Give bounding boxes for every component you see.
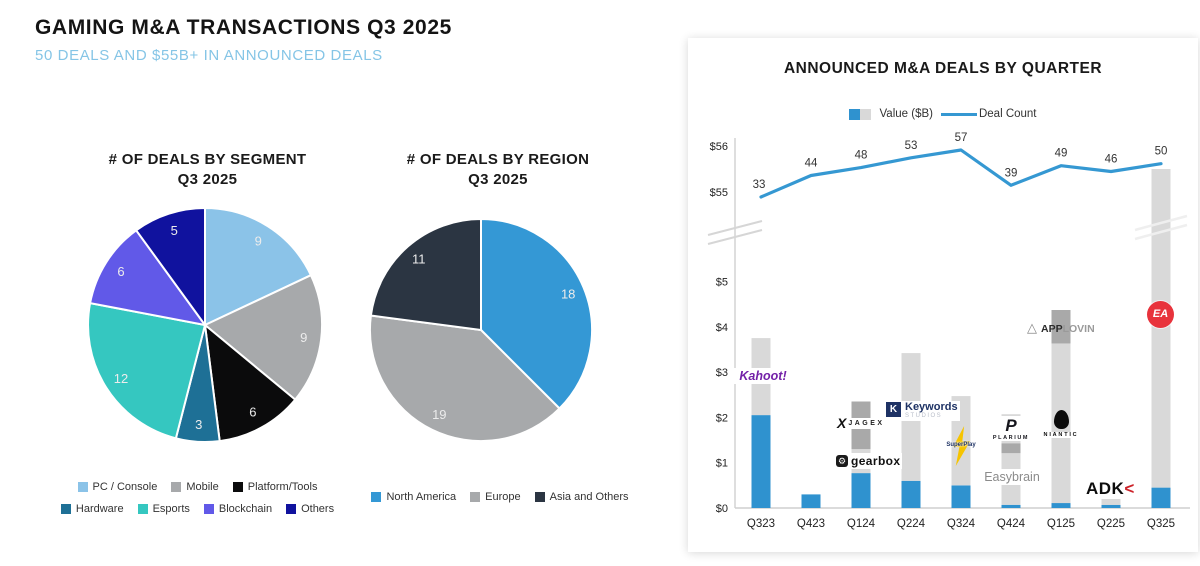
segment-pie-legend-row2: Hardware Esports Blockchain Others — [30, 503, 365, 515]
adk-arrow-icon: < — [1124, 479, 1135, 498]
ea-logo: EA — [1147, 301, 1174, 328]
value-legend-swatch-gray — [860, 108, 872, 120]
kahoot-logo: Kahoot! — [734, 368, 792, 384]
svg-text:$56: $56 — [710, 141, 728, 153]
quarterly-bar-line-chart: $0 $1 $2 $3 $4 $5 $55 $56 33 44 48 53 57 39 49 46 50 Q323… — [707, 132, 1190, 530]
svg-text:Q225: Q225 — [1097, 518, 1125, 530]
legend-item: Mobile — [171, 481, 219, 493]
svg-text:11: 11 — [412, 252, 426, 267]
svg-text:$4: $4 — [716, 322, 728, 334]
jagex-x-icon: X — [836, 415, 848, 431]
legend-item: North America — [371, 491, 456, 503]
segment-pie-legend-row1: PC / Console Mobile Platform/Tools — [30, 481, 365, 493]
dealcount-legend-line — [940, 112, 977, 116]
svg-text:Q125: Q125 — [1047, 518, 1075, 530]
applovin-triangle-icon: △ — [1027, 320, 1037, 335]
quarterly-chart-title: ANNOUNCED M&A DEALS BY QUARTER — [783, 60, 1103, 77]
svg-text:50: 50 — [1155, 146, 1168, 158]
page-header: GAMING M&A TRANSACTIONS Q3 2025 50 DEALS… — [35, 16, 452, 64]
region-pie-chart: 18 19 11 — [369, 218, 593, 442]
svg-text:Q325: Q325 — [1147, 518, 1175, 530]
quarterly-chart-legend: Value ($B) Deal Count — [688, 108, 1198, 120]
legend-item: Europe — [470, 491, 521, 503]
segment-pie-chart: 9 9 6 3 12 6 5 — [87, 206, 324, 443]
quarterly-chart-card: ANNOUNCED M&A DEALS BY QUARTER Value ($B… — [688, 38, 1198, 552]
svg-text:$3: $3 — [716, 367, 728, 379]
legend-item: Blockchain — [203, 503, 272, 515]
svg-text:Q323: Q323 — [747, 518, 775, 530]
svg-text:44: 44 — [805, 158, 818, 170]
adk-logo: ADK< — [1086, 479, 1135, 499]
legend-item: Others — [286, 503, 334, 515]
svg-text:Q124: Q124 — [847, 518, 876, 530]
gearbox-logo: ⚙ gearbox — [834, 453, 903, 469]
superplay-logo: SuperPlay — [944, 426, 978, 468]
svg-text:Q324: Q324 — [947, 518, 976, 530]
svg-text:$1: $1 — [716, 458, 728, 470]
dealcount-legend-label: Deal Count — [978, 108, 1037, 120]
svg-text:12: 12 — [114, 371, 128, 386]
gearbox-gear-icon: ⚙ — [836, 455, 848, 467]
svg-text:46: 46 — [1105, 154, 1118, 166]
legend-item: Platform/Tools — [232, 481, 317, 493]
legend-item: Hardware — [60, 503, 124, 515]
svg-text:Q224: Q224 — [897, 518, 926, 530]
svg-text:5: 5 — [171, 223, 178, 238]
page-title: GAMING M&A TRANSACTIONS Q3 2025 — [35, 16, 452, 39]
region-pie-title: # OF DEALS BY REGION Q3 2025 — [406, 151, 590, 188]
region-pie-legend: North America Europe Asia and Others — [355, 491, 645, 503]
niantic-creature-icon — [1053, 410, 1069, 429]
svg-text:9: 9 — [300, 330, 307, 345]
plarium-logo: P PLARIUM — [991, 416, 1031, 441]
svg-text:48: 48 — [855, 150, 868, 162]
svg-text:$55: $55 — [710, 187, 728, 199]
svg-text:Q423: Q423 — [797, 518, 825, 530]
value-legend-swatch-blue — [849, 108, 861, 120]
keywords-studios-logo: K Keywords STUDIOS — [884, 401, 960, 421]
legend-item: PC / Console — [77, 481, 157, 493]
svg-text:$5: $5 — [716, 277, 728, 289]
keywords-k-icon: K — [886, 402, 901, 417]
svg-text:19: 19 — [432, 407, 446, 422]
svg-text:6: 6 — [249, 405, 256, 420]
easybrain-logo: Easybrain — [981, 469, 1043, 485]
svg-text:57: 57 — [955, 132, 968, 144]
value-legend-label: Value ($B) — [879, 108, 933, 120]
legend-item: Esports — [137, 503, 190, 515]
svg-text:$0: $0 — [716, 503, 728, 515]
svg-text:$2: $2 — [716, 412, 728, 424]
svg-text:33: 33 — [753, 179, 766, 191]
jagex-logo: X JAGEX — [836, 415, 886, 431]
legend-item: Asia and Others — [534, 491, 629, 503]
plarium-p-icon: P — [991, 416, 1031, 435]
segment-pie-title: # OF DEALS BY SEGMENT Q3 2025 — [108, 151, 307, 188]
svg-text:3: 3 — [195, 417, 202, 432]
applovin-logo: △ APPLOVIN — [1027, 320, 1095, 336]
svg-text:Q424: Q424 — [997, 518, 1026, 530]
niantic-logo: NIANTIC — [1040, 410, 1082, 438]
svg-text:49: 49 — [1055, 148, 1068, 160]
svg-text:39: 39 — [1005, 167, 1018, 179]
svg-text:53: 53 — [905, 140, 918, 152]
page-subtitle: 50 DEALS AND $55B+ IN ANNOUNCED DEALS — [35, 47, 383, 64]
svg-text:6: 6 — [117, 264, 124, 279]
svg-text:18: 18 — [561, 286, 575, 301]
svg-text:9: 9 — [255, 234, 262, 249]
